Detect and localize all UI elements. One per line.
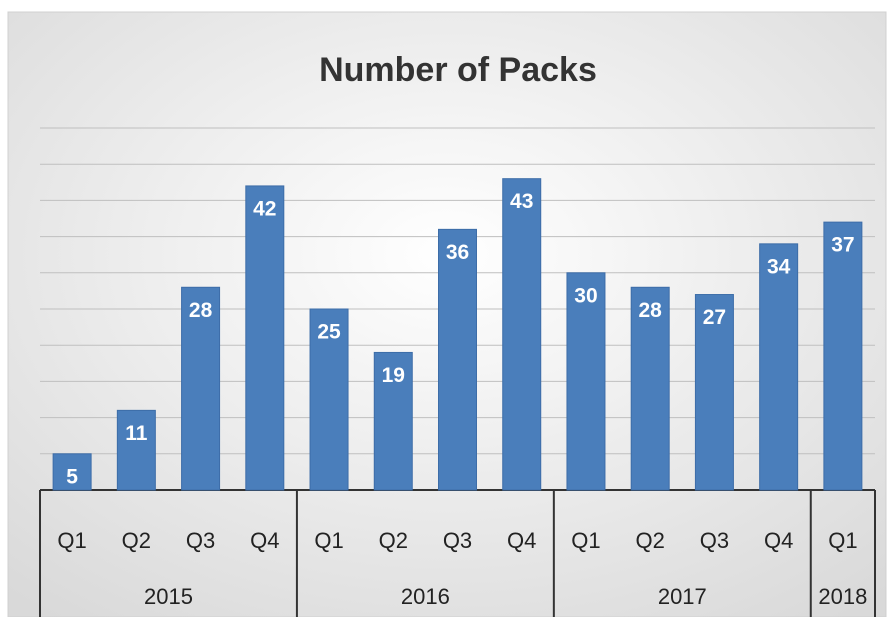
x-tick-label: Q1 [57,528,86,553]
bar [181,286,221,491]
data-label: 34 [767,255,791,278]
group-label: 2018 [818,584,867,609]
data-label: 27 [703,306,726,329]
x-tick-label: Q2 [122,528,151,553]
chart-title: Number of Packs [319,51,597,89]
bar [438,228,477,491]
group-label: 2017 [658,584,707,609]
bar [502,178,542,491]
x-tick-label: Q1 [314,528,343,553]
group-label: 2015 [144,584,193,609]
x-tick-label: Q3 [186,528,215,553]
data-label: 36 [446,241,469,264]
group-label: 2016 [401,584,450,609]
data-label: 28 [639,299,663,322]
data-label: 42 [253,197,276,220]
x-tick-label: Q4 [764,528,793,553]
bar [759,243,799,491]
data-label: 28 [189,299,213,322]
bar [694,294,734,491]
bar [373,351,413,491]
x-tick-label: Q2 [379,528,408,553]
x-tick-label: Q4 [507,528,536,553]
data-label: 37 [831,234,854,257]
x-tick-label: Q4 [250,528,279,553]
data-label: 5 [66,465,78,488]
data-label: 11 [125,422,148,445]
bar [309,308,349,491]
x-tick-label: Q3 [700,528,729,553]
data-label: 19 [382,364,405,387]
x-tick-label: Q3 [443,528,472,553]
data-label: 30 [574,284,597,307]
bar [52,453,92,491]
x-tick-label: Q2 [636,528,665,553]
bar [630,286,670,491]
bar [823,221,863,491]
bar [566,272,606,491]
x-tick-label: Q1 [828,528,857,553]
x-tick-label: Q1 [571,528,600,553]
bar [245,185,285,491]
bar [116,409,156,491]
data-label: 25 [317,321,341,344]
data-label: 43 [510,190,533,213]
